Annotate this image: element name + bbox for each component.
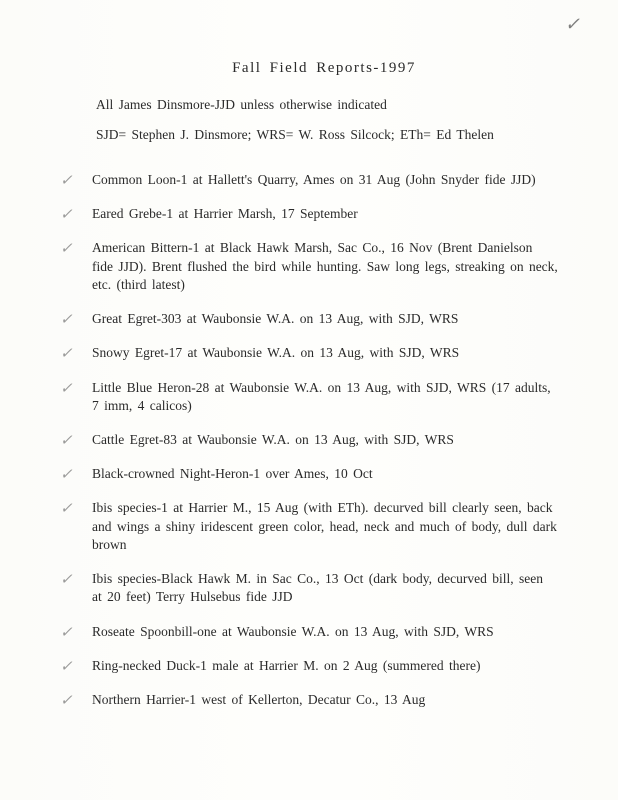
entry-text: Ring-necked Duck-1 male at Harrier M. on… bbox=[92, 658, 481, 673]
list-item: ✓ Northern Harrier-1 west of Kellerton, … bbox=[90, 691, 558, 709]
list-item: ✓ Snowy Egret-17 at Waubonsie W.A. on 13… bbox=[90, 344, 558, 362]
list-item: ✓ American Bittern-1 at Black Hawk Marsh… bbox=[90, 239, 558, 294]
corner-check-mark: ✓ bbox=[565, 14, 580, 35]
check-icon: ✓ bbox=[60, 310, 73, 330]
check-icon: ✓ bbox=[60, 344, 73, 364]
entries-list: ✓ Common Loon-1 at Hallett's Quarry, Ame… bbox=[90, 171, 558, 709]
list-item: ✓ Ibis species-Black Hawk M. in Sac Co.,… bbox=[90, 570, 558, 606]
entry-text: Snowy Egret-17 at Waubonsie W.A. on 13 A… bbox=[92, 345, 459, 360]
check-icon: ✓ bbox=[60, 379, 73, 399]
list-item: ✓ Roseate Spoonbill-one at Waubonsie W.A… bbox=[90, 623, 558, 641]
entry-text: Eared Grebe-1 at Harrier Marsh, 17 Septe… bbox=[92, 206, 358, 221]
check-icon: ✓ bbox=[60, 499, 73, 519]
entry-text: Ibis species-Black Hawk M. in Sac Co., 1… bbox=[92, 571, 543, 604]
intro-line-2: SJD= Stephen J. Dinsmore; WRS= W. Ross S… bbox=[96, 127, 558, 143]
entry-text: American Bittern-1 at Black Hawk Marsh, … bbox=[92, 240, 558, 291]
list-item: ✓ Black-crowned Night-Heron-1 over Ames,… bbox=[90, 465, 558, 483]
check-icon: ✓ bbox=[60, 570, 73, 590]
entry-text: Cattle Egret-83 at Waubonsie W.A. on 13 … bbox=[92, 432, 454, 447]
list-item: ✓ Eared Grebe-1 at Harrier Marsh, 17 Sep… bbox=[90, 205, 558, 223]
check-icon: ✓ bbox=[60, 657, 73, 677]
entry-text: Great Egret-303 at Waubonsie W.A. on 13 … bbox=[92, 311, 458, 326]
check-icon: ✓ bbox=[60, 205, 73, 225]
entry-text: Little Blue Heron-28 at Waubonsie W.A. o… bbox=[92, 380, 551, 413]
document-page: ✓ Fall Field Reports-1997 All James Dins… bbox=[0, 0, 618, 800]
check-icon: ✓ bbox=[60, 239, 73, 259]
check-icon: ✓ bbox=[60, 171, 73, 191]
entry-text: Ibis species-1 at Harrier M., 15 Aug (wi… bbox=[92, 500, 557, 551]
entry-text: Black-crowned Night-Heron-1 over Ames, 1… bbox=[92, 466, 373, 481]
entry-text: Common Loon-1 at Hallett's Quarry, Ames … bbox=[92, 172, 536, 187]
list-item: ✓ Great Egret-303 at Waubonsie W.A. on 1… bbox=[90, 310, 558, 328]
page-title: Fall Field Reports-1997 bbox=[90, 60, 558, 77]
check-icon: ✓ bbox=[60, 431, 73, 451]
entry-text: Northern Harrier-1 west of Kellerton, De… bbox=[92, 692, 425, 707]
list-item: ✓ Common Loon-1 at Hallett's Quarry, Ame… bbox=[90, 171, 558, 189]
intro-line-1: All James Dinsmore-JJD unless otherwise … bbox=[96, 97, 558, 113]
list-item: ✓ Little Blue Heron-28 at Waubonsie W.A.… bbox=[90, 379, 558, 415]
list-item: ✓ Ring-necked Duck-1 male at Harrier M. … bbox=[90, 657, 558, 675]
entry-text: Roseate Spoonbill-one at Waubonsie W.A. … bbox=[92, 624, 494, 639]
check-icon: ✓ bbox=[60, 691, 73, 711]
list-item: ✓ Ibis species-1 at Harrier M., 15 Aug (… bbox=[90, 499, 558, 554]
check-icon: ✓ bbox=[60, 623, 73, 643]
check-icon: ✓ bbox=[60, 465, 73, 485]
list-item: ✓ Cattle Egret-83 at Waubonsie W.A. on 1… bbox=[90, 431, 558, 449]
